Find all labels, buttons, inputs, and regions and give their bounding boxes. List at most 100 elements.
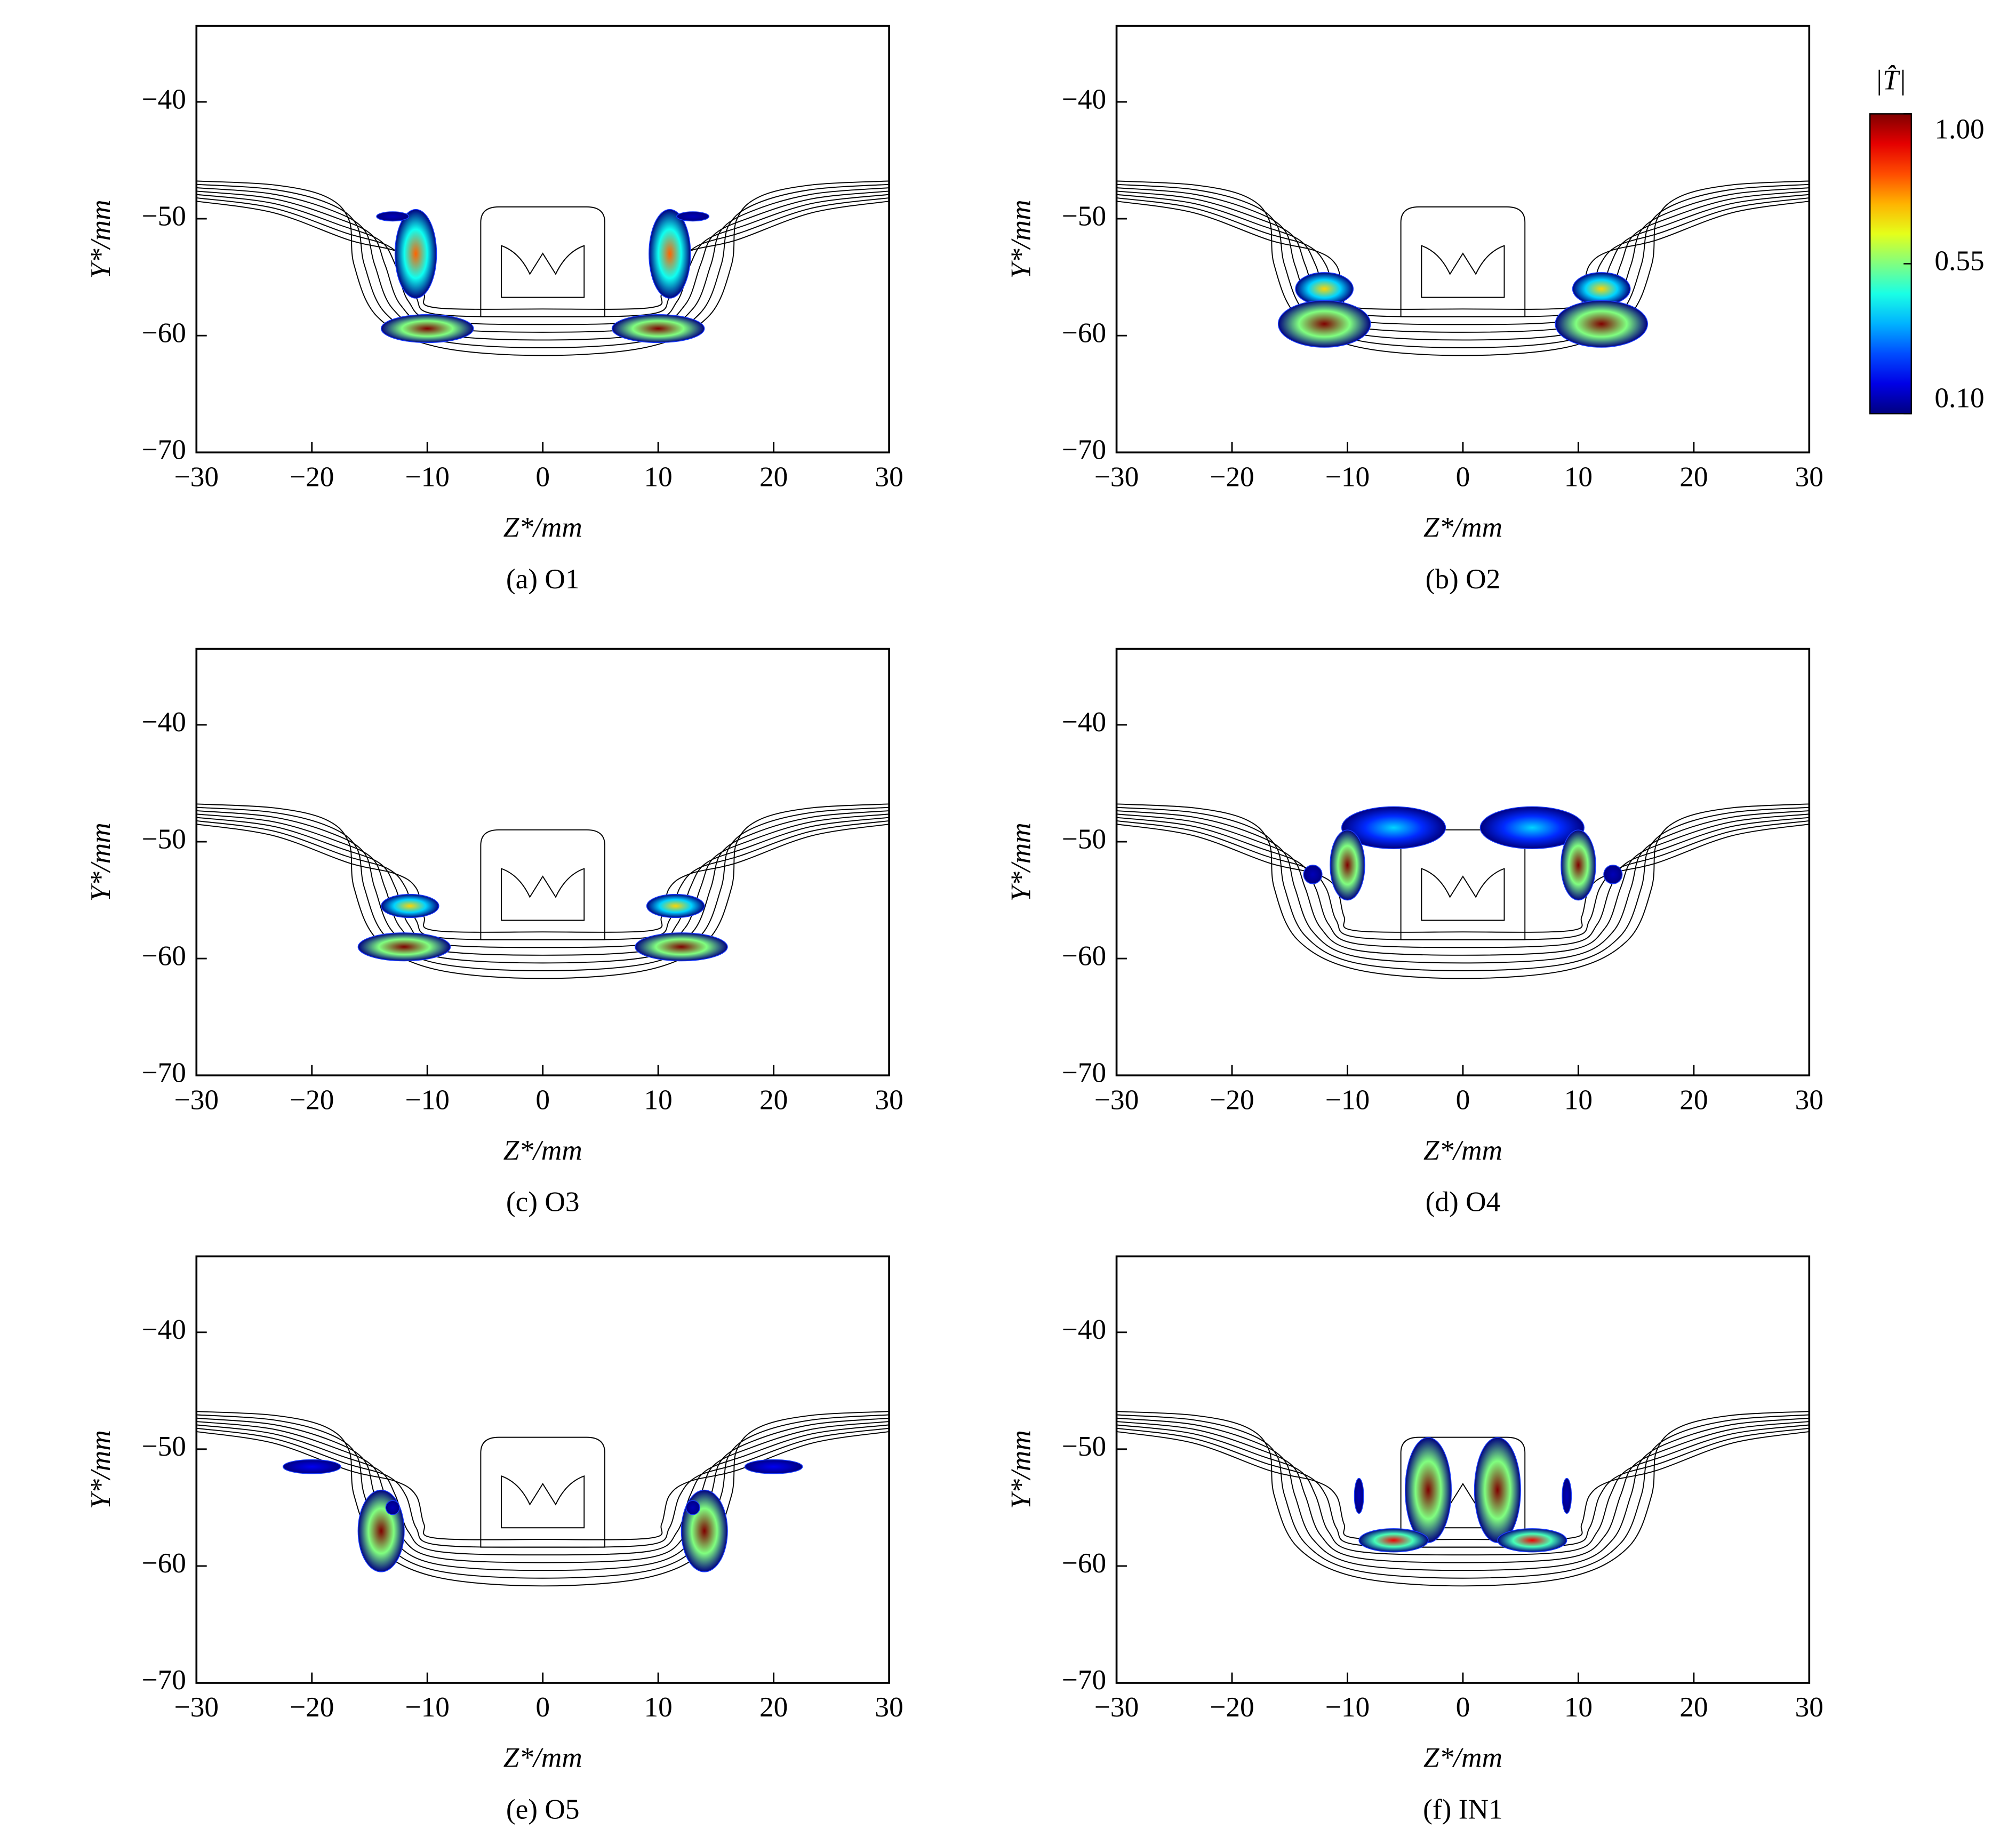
x-tick-label: 10 [1564,1084,1593,1115]
y-tick-label: −60 [142,1547,186,1579]
x-tick-label: 10 [1564,461,1593,492]
x-tick-label: 30 [1795,1691,1823,1723]
panel: −30 −20 −10 0 10 20 30 −70 −60 −50 −40 Z*/mm Y*/mm (e… [85,1255,903,1825]
contour-line [196,197,890,317]
field-region [385,1500,401,1515]
x-tick-label: −30 [1094,461,1139,492]
contour-line [1400,206,1526,317]
y-tick-label: −60 [1062,317,1106,348]
x-tick-label: −10 [1325,1084,1370,1115]
y-tick-label: −60 [142,317,186,348]
colorbar-tick-label: 0.55 [1934,245,1984,277]
x-axis-label: Z*/mm [503,1135,582,1166]
contour-line [196,803,890,979]
contour-line [1116,1414,1810,1579]
contour-line [1116,806,1810,971]
contour-line [480,829,605,940]
field-region [1303,865,1323,884]
contour-line [1421,868,1505,921]
contour-line [196,1431,890,1540]
field-region [635,932,728,962]
contour-line [1116,820,1810,940]
field-region [394,209,437,299]
contour-line [1116,197,1810,317]
field-region [646,893,705,919]
x-tick-label: 20 [1679,461,1708,492]
panel-caption: (f) IN1 [1423,1794,1502,1825]
y-tick-label: −60 [1062,1547,1106,1579]
y-tick-label: −70 [1062,1664,1106,1696]
x-axis-label: Z*/mm [503,1742,582,1774]
x-axis-label: Z*/mm [503,512,582,543]
x-axis-label: Z*/mm [1423,1135,1502,1166]
field-region [744,1459,803,1474]
colorbar-tick-label: 0.10 [1934,382,1984,414]
x-tick-label: 0 [535,461,550,492]
field-region [649,209,691,299]
x-tick-label: −10 [1325,461,1370,492]
x-tick-label: 10 [644,1691,673,1723]
colorbar-tick-label: 1.00 [1934,114,1984,145]
x-tick-label: 30 [1795,1084,1823,1115]
contour-line [1116,194,1810,325]
x-tick-label: 0 [1456,1084,1470,1115]
contour-line [196,1427,890,1548]
contour-line [501,868,585,921]
x-axis-label: Z*/mm [1423,512,1502,543]
x-tick-label: 30 [1795,461,1823,492]
y-tick-label: −50 [142,823,186,854]
y-axis-label: Y*/mm [85,1430,116,1509]
x-tick-label: −20 [290,461,334,492]
x-tick-label: 10 [1564,1691,1593,1723]
contour-line [480,1436,605,1548]
x-tick-label: 20 [1679,1691,1708,1723]
contour-line [1116,813,1810,956]
contour-line [196,817,890,948]
contour-line [1116,1427,1810,1548]
x-tick-label: −30 [174,461,219,492]
contour-line [196,201,890,310]
contour-line [1116,824,1810,933]
field-region [376,211,410,222]
y-tick-label: −40 [142,83,186,115]
contour-line [196,190,890,333]
contour-line [196,810,890,964]
contour-line [196,1424,890,1556]
y-tick-label: −70 [142,1057,186,1088]
panel: −30 −20 −10 0 10 20 30 −70 −60 −50 −40 Z*/mm Y*/mm (a… [85,25,903,595]
contour-line [196,806,890,971]
contour-line [1116,1421,1810,1563]
y-axis-label: Y*/mm [85,822,116,901]
y-tick-label: −50 [1062,1431,1106,1462]
contour-line [1116,183,1810,348]
contour-line [196,1421,890,1563]
field-region [1474,1437,1521,1543]
colorbar-title: |T̂| [1875,64,1906,95]
field-region [1358,1528,1429,1553]
y-axis-label: Y*/mm [1005,1430,1036,1509]
x-axis-label: Z*/mm [1423,1742,1502,1774]
y-tick-label: −40 [1062,706,1106,738]
field-region [1479,806,1585,849]
panel: −30 −20 −10 0 10 20 30 −70 −60 −50 −40 Z*/mm Y*/mm (c… [85,648,903,1218]
contour-line [1116,187,1810,341]
panel: −30 −20 −10 0 10 20 30 −70 −60 −50 −40 Z*/mm Y*/mm (f… [1005,1255,1823,1825]
contour-line [501,245,585,298]
contour-line [1116,1431,1810,1540]
plot-frame [1115,1255,1811,1684]
plot-frame [195,25,890,454]
y-tick-label: −50 [142,200,186,231]
x-tick-label: −10 [1325,1691,1370,1723]
y-tick-label: −50 [142,1431,186,1462]
field-region [1354,1477,1364,1514]
x-tick-label: −10 [405,1691,450,1723]
plot-frame [1115,648,1811,1076]
y-tick-label: −40 [1062,1314,1106,1345]
x-tick-label: 20 [759,1084,788,1115]
y-tick-label: −50 [1062,823,1106,854]
contour-line [196,187,890,341]
field-region [1497,1528,1567,1553]
y-tick-label: −60 [142,940,186,971]
panel-caption: (d) O4 [1426,1186,1501,1218]
